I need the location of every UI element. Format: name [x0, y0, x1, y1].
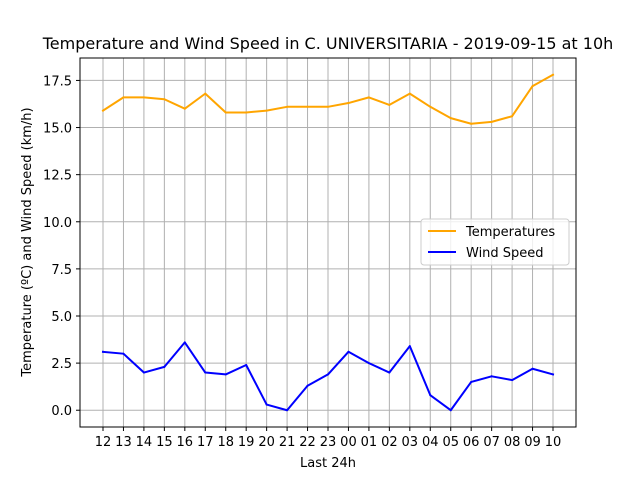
y-tick-label: 5.0	[51, 310, 72, 325]
data-point-wind-speed	[122, 352, 125, 355]
y-tick-label: 0.0	[51, 404, 72, 419]
data-point-wind-speed	[142, 371, 145, 374]
data-point-temperatures	[490, 120, 493, 123]
y-axis-label: Temperature (ºC) and Wind Speed (km/h)	[20, 107, 35, 377]
data-point-wind-speed	[408, 345, 411, 348]
data-point-temperatures	[552, 73, 554, 76]
data-point-temperatures	[531, 85, 534, 88]
x-tick-label: 18	[217, 435, 234, 450]
legend-box	[420, 218, 570, 266]
x-tick-label: 06	[463, 435, 480, 450]
data-point-temperatures	[429, 105, 432, 108]
x-tick-label: 20	[258, 435, 275, 450]
y-tick-label: 12.5	[43, 169, 72, 184]
data-point-temperatures	[142, 96, 145, 99]
y-tick-label: 7.5	[51, 263, 72, 278]
x-tick-label: 09	[524, 435, 541, 450]
data-point-wind-speed	[429, 394, 432, 397]
data-point-temperatures	[327, 105, 329, 108]
data-point-temperatures	[163, 98, 166, 101]
x-tick-label: 05	[442, 435, 459, 450]
data-point-wind-speed	[265, 403, 268, 406]
data-point-temperatures	[183, 107, 186, 110]
x-tick-label: 19	[238, 435, 255, 450]
data-point-temperatures	[306, 105, 309, 108]
data-point-wind-speed	[286, 409, 289, 412]
legend-label-wind-speed: Wind Speed	[466, 246, 544, 261]
data-point-wind-speed	[347, 350, 350, 353]
data-point-temperatures	[449, 117, 452, 120]
data-point-wind-speed	[204, 371, 207, 374]
data-point-temperatures	[367, 96, 370, 99]
x-tick-label: 16	[177, 435, 194, 450]
x-tick-label: 02	[381, 435, 398, 450]
x-tick-label: 04	[422, 435, 439, 450]
data-point-wind-speed	[511, 379, 514, 382]
x-tick-label: 12	[95, 435, 112, 450]
data-point-temperatures	[388, 103, 391, 106]
x-axis-label: Last 24h	[300, 456, 356, 471]
data-point-wind-speed	[245, 363, 248, 366]
data-point-temperatures	[408, 92, 411, 95]
x-tick-label: 00	[340, 435, 357, 450]
data-point-wind-speed	[552, 373, 554, 376]
data-point-wind-speed	[388, 371, 391, 374]
data-point-wind-speed	[102, 350, 104, 353]
x-tick-label: 07	[483, 435, 500, 450]
x-tick-label: 15	[156, 435, 173, 450]
data-point-wind-speed	[306, 384, 309, 387]
x-tick-label: 17	[197, 435, 214, 450]
data-point-temperatures	[265, 109, 268, 112]
x-tick-label: 13	[115, 435, 132, 450]
data-point-wind-speed	[183, 341, 186, 344]
data-point-temperatures	[347, 102, 350, 105]
x-tick-label: 14	[136, 435, 153, 450]
series-lines	[101, 73, 555, 412]
x-tick-label: 21	[279, 435, 296, 450]
data-point-wind-speed	[490, 375, 493, 378]
y-tick-label: 2.5	[51, 357, 72, 372]
data-point-wind-speed	[327, 373, 329, 376]
data-point-temperatures	[286, 105, 289, 108]
x-tick-label: 03	[402, 435, 419, 450]
data-point-temperatures	[470, 122, 473, 125]
chart-title: Temperature and Wind Speed in C. UNIVERS…	[42, 34, 614, 53]
data-point-wind-speed	[224, 373, 227, 376]
data-point-wind-speed	[163, 365, 166, 368]
data-point-temperatures	[102, 109, 104, 112]
legend: Temperatures Wind Speed	[420, 218, 570, 266]
data-point-temperatures	[224, 111, 227, 114]
data-point-temperatures	[245, 111, 248, 114]
data-point-temperatures	[511, 115, 514, 118]
data-point-wind-speed	[470, 380, 473, 383]
x-tick-label: 08	[504, 435, 521, 450]
x-tick-label: 23	[320, 435, 337, 450]
x-tick-label: 22	[299, 435, 316, 450]
x-tick-label: 01	[361, 435, 378, 450]
data-point-temperatures	[204, 92, 207, 95]
data-point-wind-speed	[367, 362, 370, 365]
y-tick-label: 17.5	[43, 74, 72, 89]
data-point-wind-speed	[531, 367, 534, 370]
y-tick-label: 15.0	[43, 122, 72, 137]
ticks: 12 13 14 15 16 17 18 19 20 21 22 23 00 01 02 03 04 05 06 07…	[43, 74, 561, 450]
legend-label-temperatures: Temperatures	[465, 225, 555, 240]
data-point-temperatures	[122, 96, 125, 99]
x-tick-label: 10	[545, 435, 562, 450]
data-point-wind-speed	[449, 409, 452, 412]
y-tick-label: 10.0	[43, 216, 72, 231]
